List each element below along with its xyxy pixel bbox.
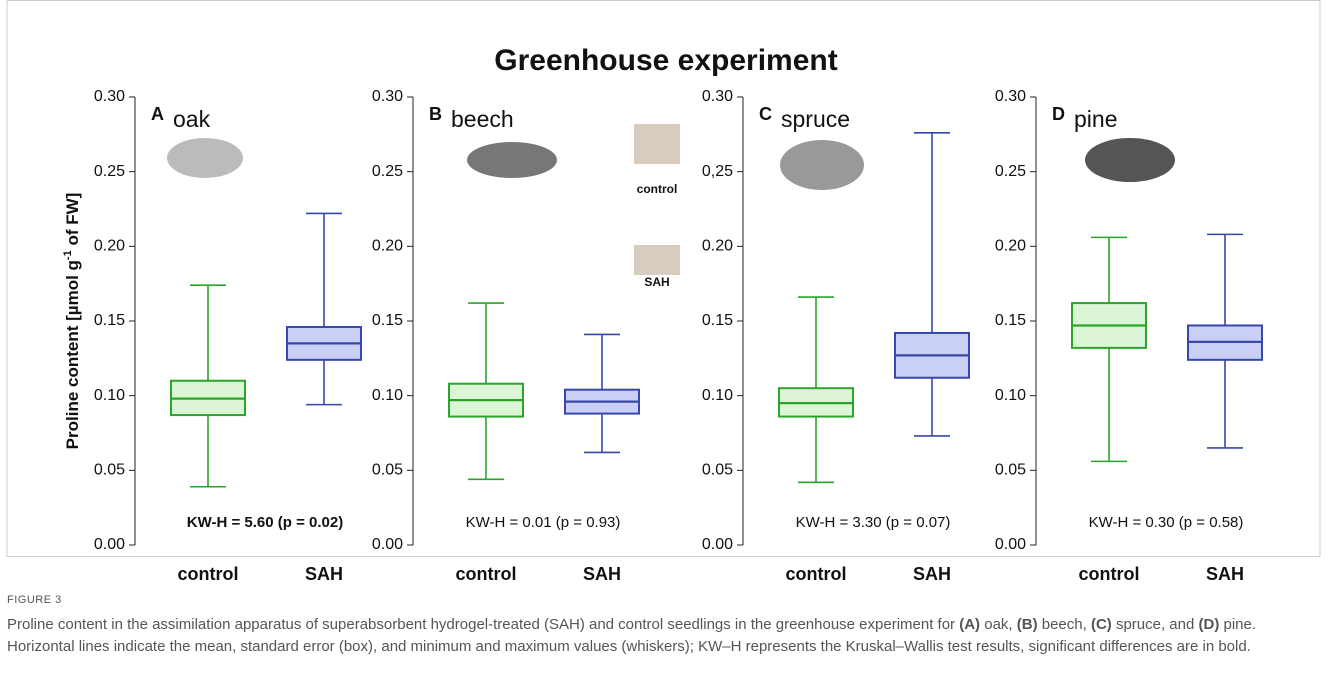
- beech-icon: [467, 142, 557, 178]
- y-tick-label: 0.10: [702, 387, 733, 404]
- oak-icon: [167, 138, 243, 178]
- x-tick-label: SAH: [305, 564, 343, 584]
- y-label-sup: -1: [62, 250, 74, 260]
- y-tick-label: 0.05: [94, 462, 125, 479]
- x-tick-label: control: [786, 564, 847, 584]
- figure-frame: [6, 0, 1321, 557]
- y-tick-label: 0.25: [94, 163, 125, 180]
- species-name: pine: [1074, 106, 1117, 132]
- y-tick-label: 0.30: [372, 88, 403, 105]
- caption-ref: (B): [1016, 616, 1038, 633]
- x-tick-label: control: [178, 564, 239, 584]
- caption-block: FIGURE 3 Proline content in the assimila…: [7, 594, 1317, 658]
- y-tick-label: 0.15: [702, 312, 733, 329]
- y-tick-label: 0,25: [702, 163, 733, 180]
- y-tick-label: 0.20: [702, 238, 733, 255]
- x-tick-label: control: [1079, 564, 1140, 584]
- pine-icon: [1085, 138, 1175, 182]
- figure-title: Greenhouse experiment: [494, 44, 837, 77]
- caption-text: Proline content in the assimilation appa…: [7, 616, 960, 633]
- y-tick-label: 0.00: [995, 536, 1026, 553]
- y-tick-label: 0.10: [995, 387, 1026, 404]
- caption-text: beech,: [1037, 616, 1091, 633]
- y-tick-label: 0.05: [995, 462, 1026, 479]
- panel-letter: B: [429, 104, 442, 124]
- caption-ref: (C): [1090, 616, 1112, 633]
- annotation: KW-H = 3.30 (p = 0.07): [796, 514, 951, 531]
- caption: Proline content in the assimilation appa…: [7, 614, 1317, 658]
- x-tick-label: control: [456, 564, 517, 584]
- caption-ref: (D): [1198, 616, 1220, 633]
- figure-label: FIGURE 3: [7, 594, 62, 606]
- caption-text: spruce, and: [1111, 616, 1199, 633]
- y-tick-label: 0.25: [372, 163, 403, 180]
- y-tick-label: 0.30: [702, 88, 733, 105]
- y-tick-label: 0.20: [94, 238, 125, 255]
- annotation: KW-H = 0.30 (p = 0.58): [1089, 514, 1244, 531]
- x-tick-label: SAH: [913, 564, 951, 584]
- y-axis-label: Proline content [µmol g-1 of FW]: [62, 193, 83, 450]
- panel-letter: A: [151, 104, 164, 124]
- y-tick-label: 0.10: [94, 387, 125, 404]
- icon-label: control: [637, 182, 678, 196]
- y-tick-label: 0.25: [995, 163, 1026, 180]
- panel-letter: D: [1052, 104, 1065, 124]
- y-label-main: Proline content [µmol g: [63, 260, 82, 449]
- figure: Greenhouse experiment Proline content [µ…: [6, 0, 1321, 584]
- x-tick-label: SAH: [583, 564, 621, 584]
- y-tick-label: 0.20: [995, 238, 1026, 255]
- y-tick-label: 0.20: [372, 238, 403, 255]
- y-tick-label: 0.00: [702, 536, 733, 553]
- y-tick-label: 0.15: [372, 312, 403, 329]
- caption-ref: (A): [959, 616, 981, 633]
- icons: [167, 124, 1175, 275]
- control-icon: [634, 124, 680, 164]
- spruce-icon: [780, 140, 864, 190]
- icon-label: SAH: [644, 275, 669, 289]
- species-name: spruce: [781, 106, 850, 132]
- y-label-end: of FW]: [63, 193, 82, 251]
- species-name: oak: [173, 106, 211, 132]
- annotation: KW-H = 5.60 (p = 0.02): [187, 514, 343, 531]
- y-tick-label: 0.15: [94, 312, 125, 329]
- y-tick-label: 0.30: [94, 88, 125, 105]
- panel-letter: C: [759, 104, 772, 124]
- y-tick-label: 0.30: [995, 88, 1026, 105]
- y-tick-label: 0.05: [372, 462, 403, 479]
- x-tick-label: SAH: [1206, 564, 1244, 584]
- y-tick-label: 0.10: [372, 387, 403, 404]
- y-tick-label: 0.15: [995, 312, 1026, 329]
- caption-text: pine. Horizontal lines indicate the mean…: [7, 616, 1257, 655]
- sah-icon: [634, 245, 680, 275]
- species-name: beech: [451, 106, 514, 132]
- y-tick-label: 0.00: [372, 536, 403, 553]
- caption-text: oak,: [980, 616, 1017, 633]
- y-tick-label: 0.05: [702, 462, 733, 479]
- y-tick-label: 0.00: [94, 536, 125, 553]
- annotation: KW-H = 0.01 (p = 0.93): [466, 514, 621, 531]
